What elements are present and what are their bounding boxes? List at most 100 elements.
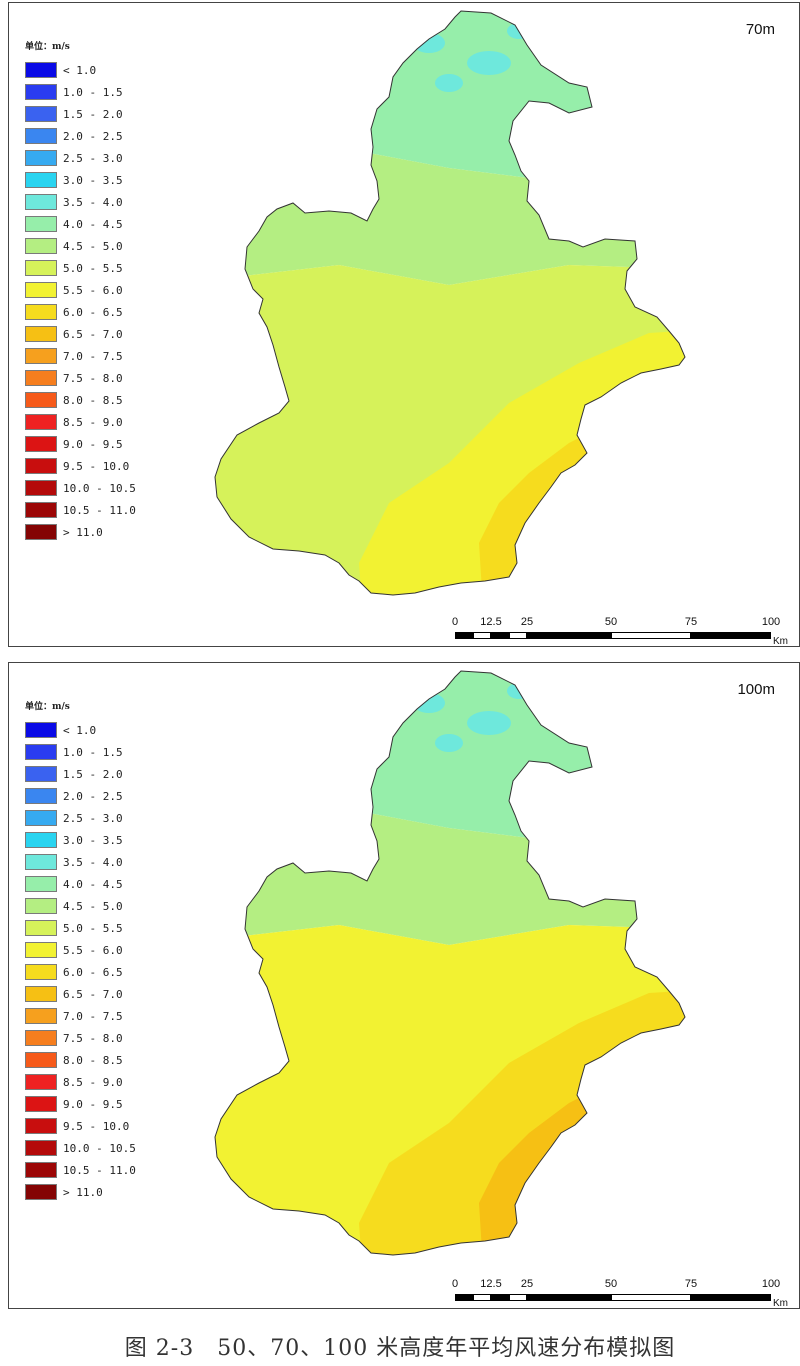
legend-swatch: [25, 854, 57, 870]
height-label: 100m: [737, 681, 775, 698]
wind-map-100m: [214, 670, 686, 1256]
legend-item: 10.5 - 11.0: [25, 1159, 185, 1181]
legend-swatch: [25, 986, 57, 1002]
figure-caption: 图 2-3 50、70、100 米高度年平均风速分布模拟图: [124, 1336, 676, 1361]
legend-swatch: [25, 502, 57, 518]
scale-segment: [455, 632, 473, 639]
legend-label: 6.5 - 7.0: [63, 327, 123, 341]
legend-swatch: [25, 1074, 57, 1090]
scale-segment: [455, 1294, 473, 1301]
legend-item: < 1.0: [25, 719, 185, 741]
legend-swatch: [25, 128, 57, 144]
legend-swatch: [25, 1184, 57, 1200]
legend-label: 10.0 - 10.5: [63, 1141, 136, 1155]
scale-segment: [491, 632, 509, 639]
legend-label: 1.0 - 1.5: [63, 745, 123, 759]
legend-item: 3.0 - 3.5: [25, 169, 185, 191]
legend-label: 6.5 - 7.0: [63, 987, 123, 1001]
scale-segment: [527, 1294, 611, 1301]
legend-item: 2.0 - 2.5: [25, 785, 185, 807]
legend-item: 1.5 - 2.0: [25, 103, 185, 125]
legend-item: 5.5 - 6.0: [25, 939, 185, 961]
legend-item: 9.5 - 10.0: [25, 455, 185, 477]
legend-label: 7.0 - 7.5: [63, 349, 123, 363]
legend-swatch: [25, 876, 57, 892]
legend-label: > 11.0: [63, 525, 103, 539]
legend-swatch: [25, 62, 57, 78]
legend-item: 6.0 - 6.5: [25, 961, 185, 983]
height-label: 70m: [745, 21, 775, 38]
legend-item: 1.5 - 2.0: [25, 763, 185, 785]
legend-swatch: [25, 898, 57, 914]
scale-tick-label: 75: [684, 616, 698, 628]
legend-label: 2.5 - 3.0: [63, 151, 123, 165]
legend-item: 3.5 - 4.0: [25, 191, 185, 213]
wind-zone-patch: [435, 734, 463, 752]
legend-label: 7.5 - 8.0: [63, 371, 123, 385]
legend-label: 9.0 - 9.5: [63, 437, 123, 451]
legend-label: > 11.0: [63, 1185, 103, 1199]
scale-tick-label: 100: [761, 616, 781, 628]
legend-label: 6.0 - 6.5: [63, 965, 123, 979]
legend-label: 6.0 - 6.5: [63, 305, 123, 319]
legend: 单位：m/s < 1.0 1.0 - 1.5 1.5 - 2.0 2.0 - 2.5 2…: [25, 39, 185, 543]
legend-label: 9.5 - 10.0: [63, 1119, 130, 1133]
legend-label: 3.0 - 3.5: [63, 173, 123, 187]
legend-swatch: [25, 1096, 57, 1112]
legend-label: 7.0 - 7.5: [63, 1009, 123, 1023]
legend-swatch: [25, 480, 57, 496]
legend-label: 3.5 - 4.0: [63, 195, 123, 209]
scale-segment: [473, 632, 491, 639]
legend-swatch: [25, 1140, 57, 1156]
legend-item: > 11.0: [25, 521, 185, 543]
legend-label: 8.5 - 9.0: [63, 1075, 123, 1089]
scale-tick-label: 25: [520, 1278, 534, 1290]
legend-item: 7.5 - 8.0: [25, 1027, 185, 1049]
legend-item: 6.5 - 7.0: [25, 983, 185, 1005]
scale-bar: 0 12.5 25 50 75 100 Km: [445, 1278, 799, 1309]
legend-label: 3.5 - 4.0: [63, 855, 123, 869]
legend-item: < 1.0: [25, 59, 185, 81]
legend-label: 5.0 - 5.5: [63, 261, 123, 275]
legend-item: 7.0 - 7.5: [25, 1005, 185, 1027]
scale-segment: [691, 632, 771, 639]
scale-tick-label: 50: [604, 616, 618, 628]
scale-segment: [509, 632, 527, 639]
legend-label: 1.5 - 2.0: [63, 107, 123, 121]
scale-unit: Km: [773, 636, 788, 647]
legend-item: 9.0 - 9.5: [25, 1093, 185, 1115]
scale-unit: Km: [773, 1298, 788, 1309]
legend-item: 5.5 - 6.0: [25, 279, 185, 301]
wind-zone-patch: [467, 711, 511, 735]
legend-label: 10.5 - 11.0: [63, 503, 136, 517]
scale-tick-label: 0: [451, 616, 459, 628]
scale-bar: 0 12.5 25 50 75 100 Km: [445, 616, 799, 647]
scale-tick-label: 100: [761, 1278, 781, 1290]
legend-label: 4.0 - 4.5: [63, 217, 123, 231]
scale-segment: [611, 632, 691, 639]
legend-item: 2.5 - 3.0: [25, 807, 185, 829]
legend-swatch: [25, 788, 57, 804]
legend-item: 8.5 - 9.0: [25, 1071, 185, 1093]
legend-item: 2.5 - 3.0: [25, 147, 185, 169]
legend-swatch: [25, 282, 57, 298]
scale-tick-label: 50: [604, 1278, 618, 1290]
wind-zone-patch: [435, 74, 463, 92]
legend-swatch: [25, 1008, 57, 1024]
legend-swatch: [25, 766, 57, 782]
region-boundary: [214, 670, 686, 1256]
legend-swatch: [25, 436, 57, 452]
legend-swatch: [25, 722, 57, 738]
legend-label: 2.5 - 3.0: [63, 811, 123, 825]
legend-swatch: [25, 1118, 57, 1134]
legend-label: 10.0 - 10.5: [63, 481, 136, 495]
legend-label: 1.0 - 1.5: [63, 85, 123, 99]
legend-label: 8.0 - 8.5: [63, 393, 123, 407]
legend-label: < 1.0: [63, 723, 97, 737]
scale-tick-label: 12.5: [480, 1278, 502, 1290]
wind-map-70m: [214, 10, 686, 596]
legend-item: > 11.0: [25, 1181, 185, 1203]
legend-swatch: [25, 216, 57, 232]
wind-zone-patch: [467, 51, 511, 75]
legend-item: 1.0 - 1.5: [25, 741, 185, 763]
